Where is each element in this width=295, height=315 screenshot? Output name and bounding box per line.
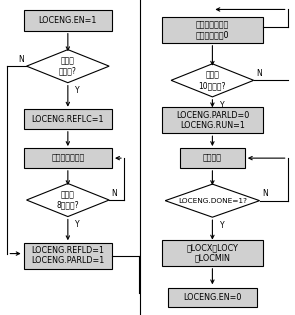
Bar xyxy=(24,243,112,269)
Bar xyxy=(162,240,263,266)
Polygon shape xyxy=(27,183,109,217)
Text: 延时等待: 延时等待 xyxy=(203,154,222,163)
Polygon shape xyxy=(165,184,260,217)
Bar xyxy=(162,17,263,43)
Text: N: N xyxy=(112,188,117,198)
Text: LOCENG.EN=1: LOCENG.EN=1 xyxy=(39,16,97,25)
Bar xyxy=(24,109,112,129)
Text: LOCENG.REFLC=1: LOCENG.REFLC=1 xyxy=(32,115,104,123)
Polygon shape xyxy=(171,64,254,97)
Text: LOCENG.EN=0: LOCENG.EN=0 xyxy=(183,293,242,302)
Bar xyxy=(24,10,112,31)
Text: Y: Y xyxy=(75,86,80,95)
Text: 读LOCX，LOCY
及LOCMIN: 读LOCX，LOCY 及LOCMIN xyxy=(186,243,238,263)
Text: LOCENG.PARLD=0
LOCENG.RUN=1: LOCENG.PARLD=0 LOCENG.RUN=1 xyxy=(176,111,249,130)
Text: Y: Y xyxy=(220,221,224,230)
Text: N: N xyxy=(19,54,24,64)
Text: 写入参考坐标对: 写入参考坐标对 xyxy=(51,154,84,163)
Bar xyxy=(180,148,245,168)
Text: Y: Y xyxy=(220,101,224,110)
Text: N: N xyxy=(256,69,262,78)
Text: 写入测量参数并
将未用参数置0: 写入测量参数并 将未用参数置0 xyxy=(196,20,229,40)
Text: 已写入
10个参数?: 已写入 10个参数? xyxy=(199,71,226,90)
Text: LOCENG.REFLD=1
LOCENG.PARLD=1: LOCENG.REFLD=1 LOCENG.PARLD=1 xyxy=(31,246,104,266)
Text: Y: Y xyxy=(75,220,80,229)
Polygon shape xyxy=(27,50,109,83)
Text: N: N xyxy=(262,189,268,198)
Bar xyxy=(24,148,112,168)
Bar xyxy=(162,107,263,133)
Text: 已写入
8对坐标?: 已写入 8对坐标? xyxy=(57,190,79,210)
Text: LOCENG.DONE=1?: LOCENG.DONE=1? xyxy=(178,198,247,204)
Bar xyxy=(168,288,257,307)
Text: 要写入
坐标对?: 要写入 坐标对? xyxy=(59,56,77,76)
